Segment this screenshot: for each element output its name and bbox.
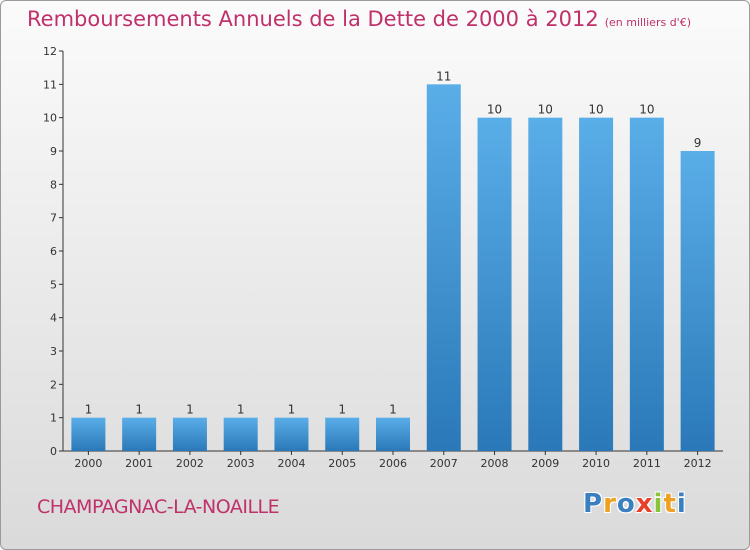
logo-letter: i — [653, 489, 664, 519]
logo-letter: i — [676, 489, 687, 519]
y-tick-label: 12 — [43, 45, 57, 58]
x-tick-label: 2007 — [430, 457, 458, 470]
y-tick-label: 0 — [50, 445, 57, 458]
y-tick-label: 11 — [43, 78, 57, 91]
data-label: 1 — [288, 403, 296, 417]
bar — [426, 84, 461, 451]
y-tick-label: 8 — [50, 178, 57, 191]
bar — [274, 417, 309, 451]
x-tick-label: 2011 — [633, 457, 661, 470]
y-tick-label: 7 — [50, 212, 57, 225]
x-tick-label: 2009 — [531, 457, 559, 470]
bar — [629, 117, 664, 452]
x-tick-label: 2003 — [227, 457, 255, 470]
x-tick-label: 2008 — [481, 457, 509, 470]
bar — [528, 117, 563, 452]
data-label: 1 — [389, 403, 397, 417]
x-tick-label: 2004 — [277, 457, 305, 470]
commune-name: CHAMPAGNAC-LA-NOAILLE — [37, 496, 280, 518]
data-label: 10 — [487, 103, 502, 117]
data-label: 10 — [588, 103, 603, 117]
x-tick-label: 2001 — [125, 457, 153, 470]
x-tick-label: 2010 — [582, 457, 610, 470]
y-tick-label: 6 — [50, 245, 57, 258]
logo-letter: t — [663, 489, 677, 519]
chart-title: Remboursements Annuels de la Dette de 20… — [27, 7, 691, 31]
x-tick-label: 2002 — [176, 457, 204, 470]
data-label: 10 — [538, 103, 553, 117]
x-tick-label: 2005 — [328, 457, 356, 470]
x-tick-label: 2012 — [684, 457, 712, 470]
data-label: 9 — [694, 136, 702, 150]
logo-letter: x — [635, 489, 654, 519]
bar — [680, 151, 715, 451]
bar — [223, 417, 258, 451]
bar — [376, 417, 410, 451]
data-label: 10 — [639, 103, 654, 117]
data-label: 1 — [186, 403, 194, 417]
bar — [71, 417, 106, 451]
data-label: 11 — [436, 69, 451, 83]
bar — [477, 117, 512, 452]
x-tick-label: 2006 — [379, 457, 407, 470]
data-label: 1 — [85, 403, 93, 417]
bar — [325, 417, 360, 451]
logo-letter: P — [583, 489, 604, 519]
bar — [579, 117, 614, 452]
y-tick-label: 5 — [50, 278, 57, 291]
y-tick-label: 10 — [43, 112, 57, 125]
logo-letter: o — [616, 489, 636, 519]
proxiti-logo: Proxiti — [583, 489, 687, 519]
y-tick-label: 3 — [50, 345, 57, 358]
y-tick-label: 1 — [50, 412, 57, 425]
bar — [122, 417, 157, 451]
data-label: 1 — [135, 403, 143, 417]
chart-subtitle: (en milliers d'€) — [604, 16, 691, 29]
data-label: 1 — [237, 403, 245, 417]
y-tick-label: 9 — [50, 145, 57, 158]
logo-letter: r — [603, 489, 617, 519]
x-tick-label: 2000 — [74, 457, 102, 470]
y-tick-label: 4 — [50, 312, 57, 325]
bar — [172, 417, 207, 451]
chart-title-text: Remboursements Annuels de la Dette de 20… — [27, 7, 599, 31]
y-tick-label: 2 — [50, 378, 57, 391]
data-label: 1 — [338, 403, 346, 417]
